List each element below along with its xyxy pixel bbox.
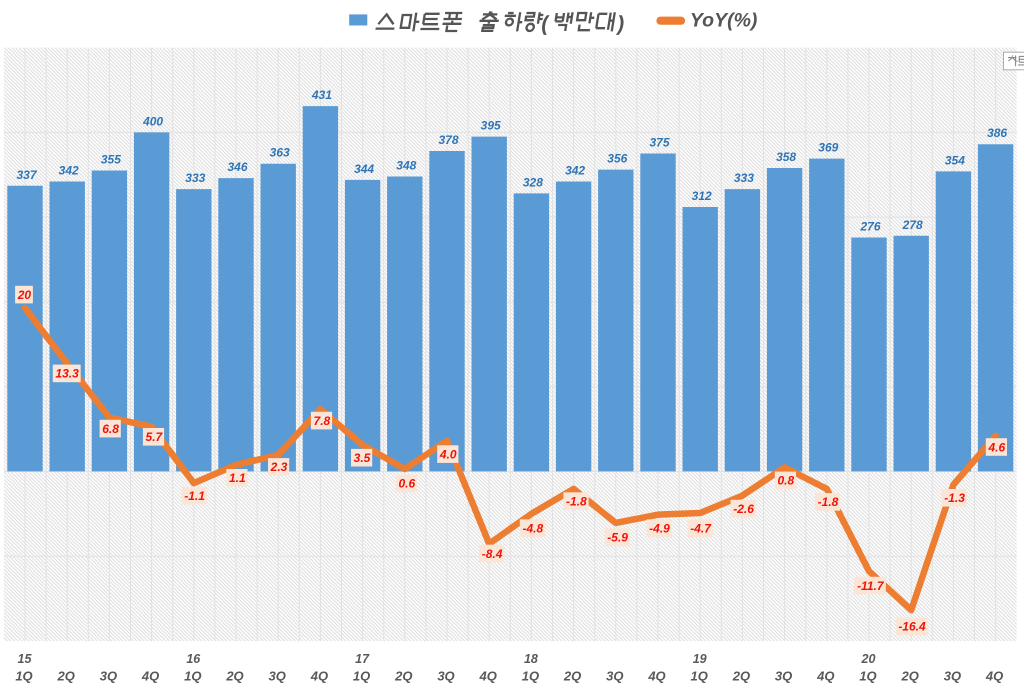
svg-text:5.7: 5.7 — [146, 430, 164, 444]
svg-text:4Q: 4Q — [647, 669, 665, 684]
svg-text:1Q: 1Q — [522, 669, 539, 684]
svg-text:2Q: 2Q — [57, 669, 75, 684]
svg-text:7.8: 7.8 — [314, 414, 331, 428]
svg-text:-8.4: -8.4 — [482, 547, 503, 561]
svg-text:2Q: 2Q — [394, 669, 412, 684]
svg-text:0.8: 0.8 — [777, 474, 794, 488]
svg-text:20: 20 — [17, 288, 32, 302]
svg-text:1Q: 1Q — [15, 669, 32, 684]
svg-text:2Q: 2Q — [225, 669, 243, 684]
svg-text:3Q: 3Q — [269, 669, 286, 684]
svg-text:18: 18 — [524, 652, 538, 666]
svg-text:20: 20 — [861, 652, 876, 666]
svg-text:-5.9: -5.9 — [607, 531, 628, 545]
svg-text:276: 276 — [859, 220, 880, 234]
svg-text:6.8: 6.8 — [102, 422, 119, 436]
svg-text:4Q: 4Q — [310, 669, 328, 684]
svg-text:355: 355 — [101, 153, 121, 167]
svg-text:15: 15 — [18, 652, 33, 666]
svg-text:369: 369 — [818, 141, 838, 155]
svg-text:3Q: 3Q — [100, 669, 117, 684]
svg-text:1Q: 1Q — [353, 669, 370, 684]
svg-text:3Q: 3Q — [606, 669, 623, 684]
svg-text:333: 333 — [185, 171, 205, 185]
svg-text:378: 378 — [438, 133, 458, 147]
svg-text:19: 19 — [693, 652, 707, 666]
svg-text:0.6: 0.6 — [398, 477, 415, 491]
svg-text:312: 312 — [692, 189, 712, 203]
svg-text:3.5: 3.5 — [354, 451, 371, 465]
svg-text:431: 431 — [311, 88, 332, 102]
svg-text:-1.8: -1.8 — [818, 495, 839, 509]
svg-text:YoY(%): YoY(%) — [690, 10, 758, 32]
svg-text:344: 344 — [354, 162, 374, 176]
svg-text:4Q: 4Q — [141, 669, 159, 684]
svg-text:363: 363 — [270, 146, 290, 160]
svg-text:395: 395 — [481, 119, 501, 133]
svg-text:1Q: 1Q — [184, 669, 201, 684]
svg-text:16: 16 — [186, 652, 201, 666]
svg-text:-2.6: -2.6 — [733, 502, 754, 516]
svg-text:328: 328 — [523, 175, 543, 189]
svg-text:400: 400 — [142, 114, 163, 128]
svg-text:386: 386 — [987, 126, 1007, 140]
svg-text:356: 356 — [607, 152, 627, 166]
svg-text:342: 342 — [565, 164, 585, 178]
svg-text:358: 358 — [776, 150, 796, 164]
svg-text:342: 342 — [59, 164, 79, 178]
svg-text:4Q: 4Q — [479, 669, 497, 684]
svg-text:-4.7: -4.7 — [690, 522, 712, 536]
svg-text:3Q: 3Q — [944, 669, 961, 684]
svg-text:): ) — [616, 13, 627, 36]
svg-text:-1.3: -1.3 — [944, 491, 965, 505]
svg-text:-1.1: -1.1 — [184, 489, 205, 503]
svg-text:4Q: 4Q — [985, 669, 1003, 684]
svg-text:2Q: 2Q — [732, 669, 750, 684]
svg-text:1Q: 1Q — [859, 669, 876, 684]
svg-text:4.6: 4.6 — [987, 440, 1005, 454]
svg-text:13.3: 13.3 — [55, 367, 79, 381]
svg-text:-11.7: -11.7 — [857, 579, 885, 593]
svg-text:-16.4: -16.4 — [898, 620, 926, 634]
svg-text:(: ( — [540, 13, 552, 36]
svg-text:4Q: 4Q — [816, 669, 834, 684]
svg-text:1Q: 1Q — [691, 669, 708, 684]
svg-text:348: 348 — [396, 158, 416, 172]
svg-text:2.3: 2.3 — [270, 460, 288, 474]
svg-text:337: 337 — [16, 168, 37, 182]
svg-text:375: 375 — [649, 136, 669, 150]
svg-text:-1.8: -1.8 — [566, 494, 587, 508]
svg-text:2Q: 2Q — [901, 669, 919, 684]
svg-text:346: 346 — [227, 160, 247, 174]
svg-text:333: 333 — [734, 171, 754, 185]
svg-text:278: 278 — [902, 218, 923, 232]
svg-text:-4.8: -4.8 — [522, 522, 543, 536]
svg-text:2Q: 2Q — [563, 669, 581, 684]
svg-text:3Q: 3Q — [437, 669, 454, 684]
svg-text:17: 17 — [355, 652, 370, 666]
svg-text:354: 354 — [945, 153, 965, 167]
svg-text:3Q: 3Q — [775, 669, 792, 684]
svg-text:-4.9: -4.9 — [649, 522, 670, 536]
svg-text:1.1: 1.1 — [229, 471, 246, 485]
svg-text:4.0: 4.0 — [439, 447, 457, 461]
